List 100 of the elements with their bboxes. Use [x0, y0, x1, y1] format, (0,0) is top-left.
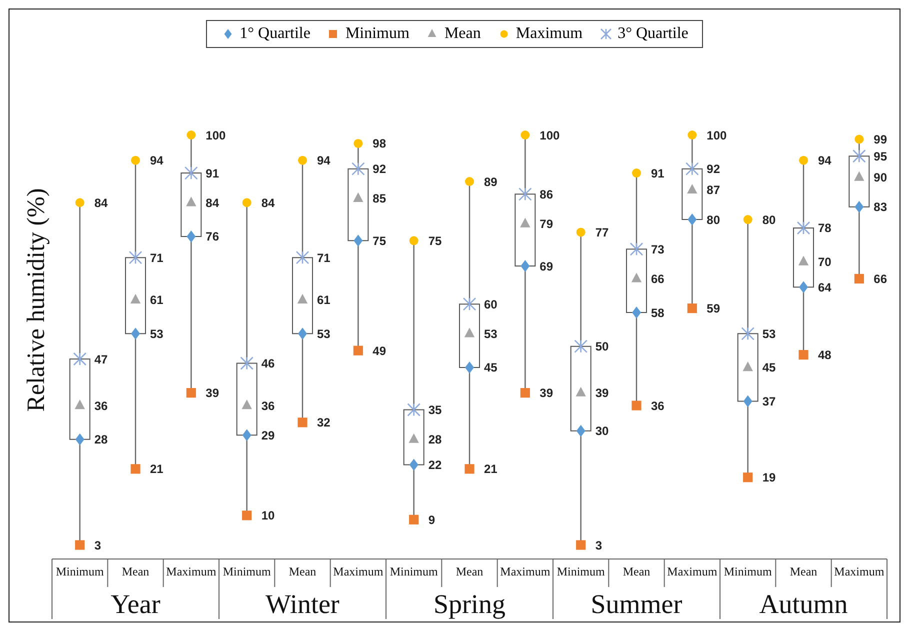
- data-label: 45: [762, 360, 776, 375]
- text: Year: [110, 589, 160, 619]
- data-label: 9: [428, 512, 436, 527]
- legend-label: 3° Quartile: [618, 25, 688, 43]
- data-label: 39: [540, 386, 554, 400]
- data-label: 35: [428, 403, 442, 417]
- data-label: 87: [706, 183, 720, 198]
- data-label: 46: [261, 356, 276, 371]
- data-label: 80: [706, 212, 720, 227]
- data-label: 21: [484, 462, 498, 476]
- data-label: 21: [150, 462, 164, 476]
- data-label: 36: [651, 398, 665, 413]
- data-label: 78: [818, 221, 832, 236]
- x-tick-label: Minimum: [556, 564, 606, 579]
- data-label: 90: [874, 170, 888, 185]
- data-label: 70: [818, 255, 832, 270]
- data-label: 50: [595, 340, 610, 354]
- data-label: 84: [206, 196, 220, 210]
- data-label: 71: [317, 250, 331, 265]
- data-label: 95: [874, 149, 888, 164]
- data-label: 100: [540, 128, 560, 142]
- legend-label: Maximum: [516, 25, 583, 43]
- data-label: 3: [595, 538, 602, 552]
- data-label: 73: [651, 242, 665, 256]
- data-label: 66: [874, 272, 888, 286]
- x-tick-label: Mean: [456, 564, 484, 579]
- data-label: 83: [874, 200, 888, 214]
- data-label: 47: [94, 352, 108, 366]
- data-label: 77: [595, 225, 610, 240]
- data-label: 39: [206, 386, 220, 400]
- data-label: 92: [372, 162, 386, 176]
- legend-label: Minimum: [345, 25, 410, 43]
- x-tick-label: Mean: [622, 564, 650, 579]
- data-label: 94: [150, 154, 164, 168]
- legend-label: Mean: [444, 25, 481, 43]
- data-label: 28: [94, 432, 108, 447]
- x-tick-label: Minimum: [222, 564, 272, 579]
- data-label: 86: [540, 187, 554, 202]
- data-label: 53: [150, 326, 164, 341]
- data-label: 100: [706, 128, 728, 142]
- x-tick-label: Maximum: [667, 564, 718, 579]
- data-label: 28: [428, 432, 442, 447]
- data-label: 84: [94, 196, 108, 210]
- data-label: 75: [372, 234, 386, 248]
- x-tick-label: Mean: [122, 564, 150, 579]
- data-label: 64: [818, 280, 832, 294]
- x-tick-label: Mean: [790, 564, 818, 579]
- text: Summer: [590, 589, 682, 619]
- data-label: 91: [651, 166, 665, 180]
- x-tick-label: Minimum: [390, 564, 438, 579]
- data-label: 53: [317, 326, 331, 341]
- data-label: 36: [261, 398, 276, 413]
- data-label: 39: [595, 386, 610, 400]
- data-label: 53: [762, 326, 776, 341]
- legend-label: 1° Quartile: [240, 25, 310, 43]
- data-label: 37: [762, 394, 776, 409]
- data-label: 36: [94, 398, 108, 413]
- x-tick-label: Minimum: [724, 564, 772, 579]
- data-label: 79: [540, 217, 554, 232]
- text: Spring: [433, 589, 506, 619]
- data-label: 100: [206, 128, 226, 142]
- data-label: 94: [317, 154, 331, 168]
- data-label: 98: [372, 136, 386, 151]
- data-label: 61: [317, 293, 331, 308]
- data-label: 60: [484, 297, 498, 312]
- data-label: 48: [818, 348, 832, 362]
- text: Winter: [266, 589, 340, 619]
- data-label: 94: [818, 154, 832, 168]
- text: Autumn: [759, 589, 848, 619]
- data-label: 45: [484, 360, 498, 375]
- data-label: 92: [706, 162, 720, 176]
- data-label: 61: [150, 293, 164, 308]
- data-label: 53: [484, 326, 498, 341]
- data-label: 66: [651, 272, 665, 286]
- data-label: 84: [261, 196, 276, 210]
- data-label: 10: [261, 508, 276, 523]
- x-tick-label: Mean: [288, 564, 316, 579]
- y-axis-title: Relative humidity (%): [23, 188, 50, 412]
- data-label: 49: [372, 344, 386, 358]
- x-tick-label: Maximum: [500, 564, 551, 579]
- data-label: 75: [428, 234, 442, 248]
- data-label: 22: [428, 458, 442, 472]
- data-label: 30: [595, 424, 610, 438]
- data-label: 89: [484, 174, 498, 189]
- data-label: 80: [762, 212, 776, 227]
- data-label: 19: [762, 470, 776, 485]
- data-label: 99: [874, 132, 888, 146]
- x-tick-label: Maximum: [333, 564, 384, 579]
- x-tick-label: Maximum: [834, 564, 885, 579]
- data-label: 69: [540, 259, 554, 274]
- data-label: 32: [317, 416, 331, 430]
- x-tick-label: Maximum: [166, 564, 217, 579]
- data-label: 76: [206, 230, 220, 244]
- data-label: 91: [206, 166, 220, 180]
- data-label: 59: [706, 302, 720, 316]
- x-tick-label: Minimum: [56, 564, 104, 579]
- data-label: 71: [150, 250, 164, 265]
- data-label: 85: [372, 192, 386, 206]
- data-label: 29: [261, 428, 276, 442]
- data-label: 58: [651, 306, 665, 320]
